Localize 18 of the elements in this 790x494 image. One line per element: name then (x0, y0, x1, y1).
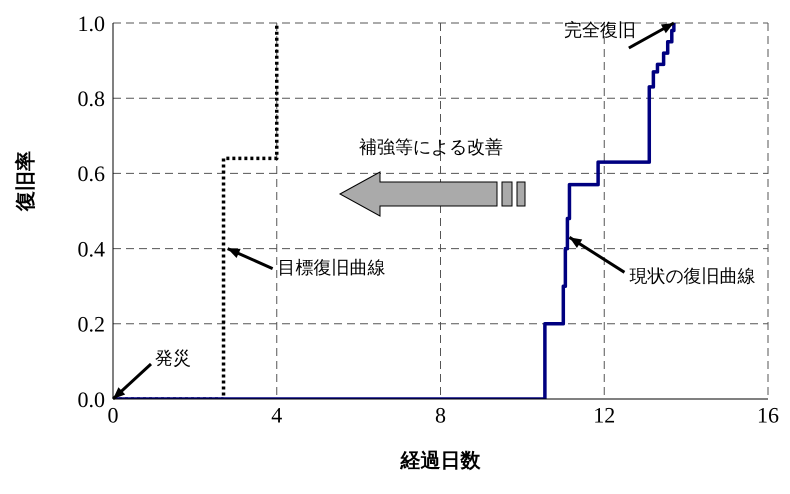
annotation: 現状の復旧曲線 (629, 266, 756, 288)
y-axis-title: 復旧率 (13, 151, 38, 212)
x-tick-label: 0 (108, 402, 118, 428)
annotation: 補強等による改善 (359, 137, 503, 158)
x-tick-label: 4 (271, 402, 282, 428)
y-tick-label: 0.2 (78, 312, 105, 337)
x-tick-label: 12 (593, 402, 616, 428)
x-tick-label: 8 (435, 402, 446, 428)
x-axis-title: 経過日数 (400, 448, 482, 472)
annotation: 発災 (155, 348, 191, 369)
x-tick-label: 16 (757, 402, 779, 428)
y-tick-label: 0.4 (78, 236, 105, 262)
y-tick-label: 1.0 (78, 10, 105, 36)
annotation: 目標復旧曲線 (278, 258, 386, 279)
y-tick-label: 0.6 (78, 161, 105, 186)
annotation: 完全復旧 (564, 20, 636, 41)
y-tick-label: 0.0 (78, 386, 105, 412)
y-tick-label: 0.8 (78, 86, 105, 112)
